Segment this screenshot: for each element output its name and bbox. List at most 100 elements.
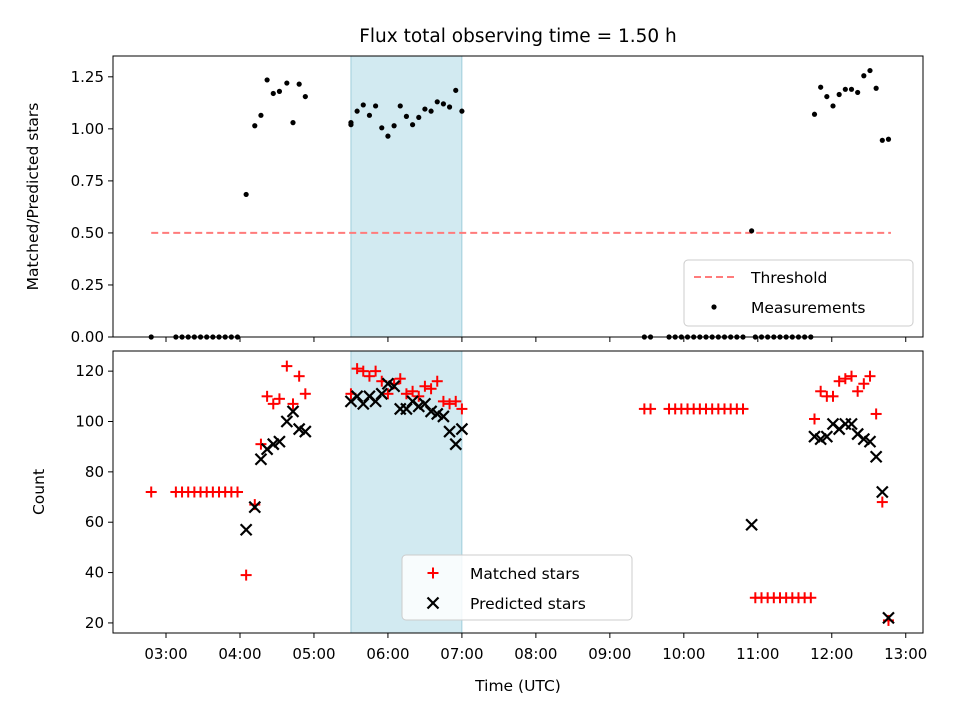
- bottom-x-tick-label: 04:00: [218, 645, 261, 663]
- matched-point: [261, 390, 273, 402]
- bottom-x-tick-label: 03:00: [144, 645, 187, 663]
- bottom-x-tick-label: 10:00: [662, 645, 705, 663]
- bottom-y-tick-label: 20: [85, 614, 104, 632]
- matched-point: [287, 398, 299, 410]
- measurement-point: [453, 87, 459, 93]
- matched-point: [363, 370, 375, 382]
- bottom-legend-box: [401, 554, 633, 621]
- predicted-point: [863, 435, 877, 448]
- legend-predicted-swatch: [426, 596, 440, 610]
- top-y-axis-label: Matched/Predicted stars: [24, 103, 42, 291]
- predicted-point: [869, 450, 883, 464]
- top-legend: Threshold Measurements: [683, 259, 914, 327]
- legend-measurements-label: Measurements: [751, 299, 866, 317]
- legend-matched-label: Matched stars: [470, 565, 580, 583]
- top-y-tick-label: 0.00: [71, 328, 104, 346]
- measurement-point: [446, 104, 453, 110]
- measurement-point: [416, 114, 422, 121]
- predicted-point: [876, 485, 889, 499]
- legend-cross: [426, 596, 440, 610]
- measurement-point: [830, 103, 836, 109]
- top-panel: 0.00 0.25 0.50 0.75 1.00 1.25 Matched/Predict…: [24, 55, 924, 346]
- legend-predicted-label: Predicted stars: [470, 595, 586, 613]
- bottom-x-tick-label: 09:00: [588, 645, 631, 663]
- predicted-point: [375, 387, 389, 401]
- matched-point: [858, 378, 870, 390]
- top-axes-frame: [112, 55, 924, 338]
- measurement-point: [270, 90, 276, 97]
- matched-point: [419, 380, 431, 392]
- bottom-x-tick-label: 05:00: [292, 645, 335, 663]
- matched-point: [852, 385, 864, 397]
- matched-point: [400, 388, 412, 400]
- top-y-tick-label: 1.25: [71, 68, 104, 86]
- bottom-x-tick-label: 07:00: [440, 645, 483, 663]
- matched-point: [413, 390, 425, 402]
- bottom-y-ticks: 20 40 60 80 100 120: [75, 362, 113, 632]
- matched-point: [437, 395, 449, 407]
- bottom-legend: Matched stars Predicted stars: [401, 554, 633, 621]
- bottom-axes-frame: [112, 350, 924, 634]
- top-y-tick-label: 1.00: [71, 120, 104, 138]
- measurement-point: [873, 85, 879, 91]
- matched-point: [827, 390, 839, 402]
- bottom-y-tick-label: 40: [85, 564, 104, 582]
- bottom-x-tick-label: 13:00: [884, 645, 927, 663]
- measurement-point: [290, 120, 296, 126]
- measurement-point: [885, 136, 892, 142]
- matched-point: [232, 486, 244, 498]
- measurement-point: [252, 123, 258, 129]
- predicted-point: [286, 405, 300, 418]
- matched-point: [293, 370, 305, 382]
- predicted-point: [455, 422, 469, 436]
- measurement-point: [818, 84, 824, 90]
- measurement-point: [276, 88, 283, 94]
- bottom-y-tick-label: 80: [85, 463, 104, 481]
- matched-point: [450, 395, 462, 407]
- measurement-point: [258, 112, 264, 118]
- measurement-point: [855, 89, 861, 96]
- matched-point: [456, 403, 468, 415]
- matched-points: [145, 360, 894, 626]
- predicted-point: [273, 435, 286, 448]
- predicted-point: [254, 452, 268, 466]
- measurement-point: [385, 133, 391, 139]
- legend-measurements-swatch: [711, 304, 717, 310]
- predicted-point: [280, 415, 294, 428]
- measurement-point: [879, 137, 885, 143]
- bottom-x-tick-label: 06:00: [366, 645, 409, 663]
- matched-point: [382, 388, 394, 400]
- measurement-point: [302, 93, 308, 100]
- bottom-panel: 20 40 60 80 100 120 03:00 04:00 05:00 06:00 07:00…: [30, 350, 927, 695]
- bottom-y-tick-label: 120: [75, 362, 104, 380]
- measurement-point: [403, 113, 410, 119]
- matched-point: [267, 398, 279, 410]
- matched-point: [876, 496, 888, 508]
- matched-point: [833, 375, 845, 387]
- legend-plus: [427, 567, 439, 579]
- matched-point: [839, 373, 851, 385]
- x-axis-label: Time (UTC): [474, 677, 561, 695]
- bottom-x-tick-label: 08:00: [514, 645, 557, 663]
- matched-point: [870, 408, 882, 420]
- measurement-point: [243, 191, 249, 198]
- predicted-point: [745, 518, 758, 532]
- matched-point: [737, 403, 749, 415]
- top-y-ticks: 0.00 0.25 0.50 0.75 1.00 1.25: [71, 68, 113, 346]
- measurement-point: [459, 108, 465, 114]
- top-legend-box: [683, 259, 914, 327]
- measurement-point: [391, 123, 397, 129]
- bottom-y-tick-label: 100: [75, 413, 104, 431]
- matched-point: [444, 398, 456, 410]
- matched-point: [145, 486, 157, 498]
- measurement-point: [379, 125, 385, 131]
- measurement-point: [373, 103, 379, 109]
- measurement-point: [440, 101, 447, 107]
- top-x-ticks: [165, 337, 907, 342]
- legend-matched-swatch: [427, 567, 439, 579]
- measurement-point: [836, 91, 842, 98]
- measurement-point: [842, 86, 848, 92]
- matched-point: [815, 385, 827, 397]
- matched-point: [357, 365, 369, 377]
